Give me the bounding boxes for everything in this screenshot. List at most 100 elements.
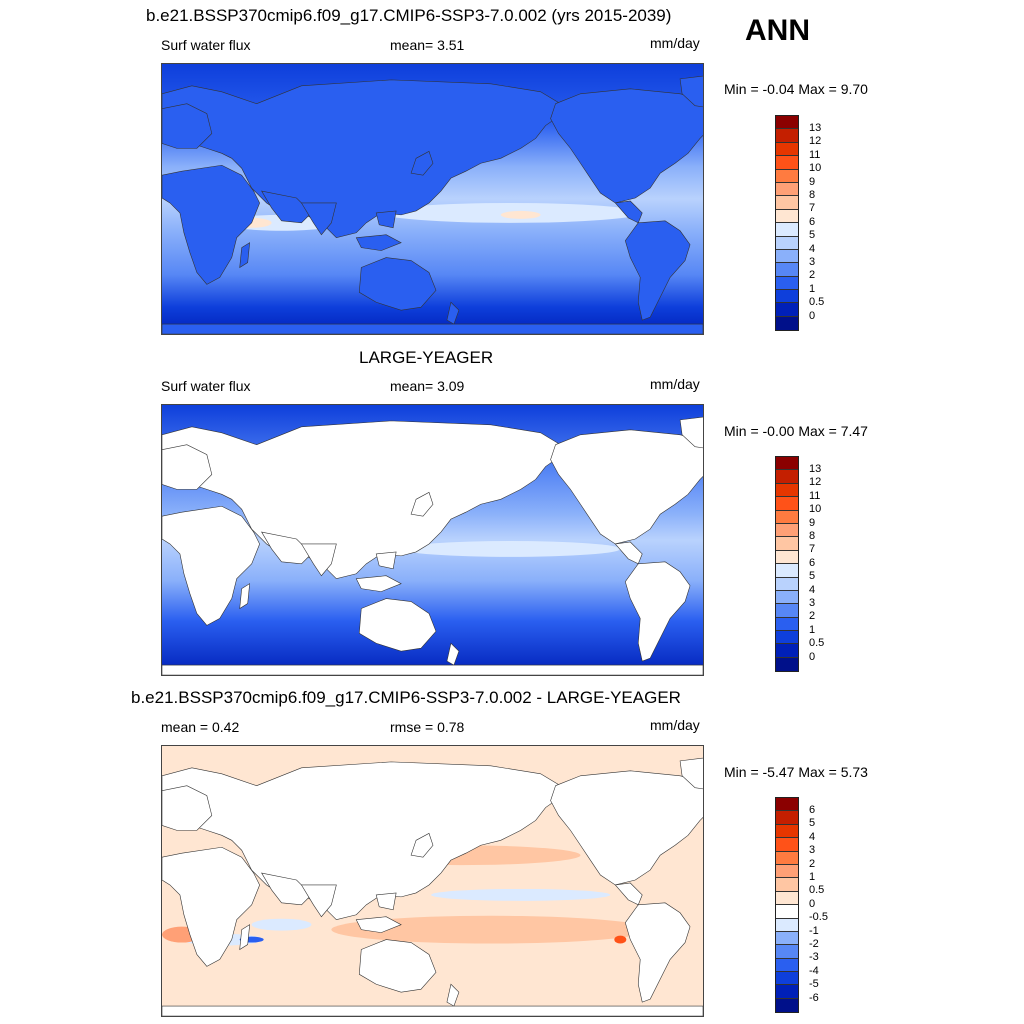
colorbar-tick-label: 6 bbox=[809, 215, 816, 228]
panel-2-variable-label: Surf water flux bbox=[161, 378, 251, 394]
panel-3-units: mm/day bbox=[650, 717, 700, 733]
colorbar-tick-label: 12 bbox=[809, 135, 822, 148]
colorbar-tick-label: 4 bbox=[809, 583, 816, 596]
panel-1-minmax: Min = -0.04 Max = 9.70 bbox=[724, 81, 868, 97]
colorbar-segment bbox=[776, 209, 798, 224]
colorbar-segment bbox=[776, 617, 798, 632]
colorbar-tick-label: 10 bbox=[809, 162, 822, 175]
colorbar-segment bbox=[776, 918, 798, 932]
colorbar-tick-label: 0 bbox=[809, 309, 816, 322]
colorbar-tick-label: 2 bbox=[809, 269, 816, 282]
colorbar-segment bbox=[776, 523, 798, 538]
colorbar-tick-label: 5 bbox=[809, 570, 816, 583]
colorbar-tick-label: -2 bbox=[809, 937, 819, 950]
panel-3-minmax: Min = -5.47 Max = 5.73 bbox=[724, 764, 868, 780]
colorbar-tick-label: 3 bbox=[809, 844, 816, 857]
panel-1-title: b.e21.BSSP370cmip6.f09_g17.CMIP6-SSP3-7.… bbox=[146, 6, 672, 25]
colorbar-segment bbox=[776, 276, 798, 291]
colorbar-tick-label: 13 bbox=[809, 121, 822, 134]
colorbar-segment bbox=[776, 196, 798, 210]
colorbar-segment bbox=[776, 497, 798, 511]
colorbar-segment bbox=[776, 303, 798, 317]
colorbar-tick-label: 9 bbox=[809, 175, 816, 188]
colorbar-segment bbox=[776, 945, 798, 959]
colorbar-tick-label: 3 bbox=[809, 255, 816, 268]
colorbar-tick-label: -6 bbox=[809, 991, 819, 1004]
colorbar-segment bbox=[776, 851, 798, 865]
colorbar-segment bbox=[776, 550, 798, 565]
colorbar-segment bbox=[776, 972, 798, 986]
colorbar-tick-label: 7 bbox=[809, 202, 816, 215]
colorbar-tick-label: 8 bbox=[809, 188, 816, 201]
colorbar-segment bbox=[776, 657, 798, 672]
colorbar-segment bbox=[776, 457, 798, 471]
colorbar-tick-label: 5 bbox=[809, 817, 816, 830]
panel-3-colorbar bbox=[775, 797, 799, 1014]
colorbar-tick-label: 13 bbox=[809, 462, 822, 475]
colorbar-segment bbox=[776, 316, 798, 331]
colorbar-segment bbox=[776, 590, 798, 605]
colorbar-segment bbox=[776, 958, 798, 973]
colorbar-tick-label: 0.5 bbox=[809, 884, 825, 897]
colorbar-segment bbox=[776, 129, 798, 143]
colorbar-segment bbox=[776, 985, 798, 999]
colorbar-segment bbox=[776, 631, 798, 645]
colorbar-segment bbox=[776, 537, 798, 551]
colorbar-segment bbox=[776, 878, 798, 892]
colorbar-segment bbox=[776, 249, 798, 264]
panel-2-title: LARGE-YEAGER bbox=[359, 348, 494, 367]
colorbar-segment bbox=[776, 236, 798, 250]
panel-2-colorbar bbox=[775, 456, 799, 673]
colorbar-segment bbox=[776, 644, 798, 658]
colorbar-tick-label: 0.5 bbox=[809, 637, 825, 650]
panel-1-units: mm/day bbox=[650, 35, 700, 51]
colorbar-segment bbox=[776, 182, 798, 197]
colorbar-tick-label: -3 bbox=[809, 951, 819, 964]
colorbar-tick-label: 11 bbox=[809, 148, 821, 161]
colorbar-segment bbox=[776, 169, 798, 183]
panel-1-map bbox=[161, 63, 704, 335]
colorbar-segment bbox=[776, 838, 798, 852]
colorbar-segment bbox=[776, 483, 798, 498]
colorbar-tick-label: 2 bbox=[809, 857, 816, 870]
colorbar-segment bbox=[776, 564, 798, 578]
colorbar-segment bbox=[776, 604, 798, 618]
colorbar-tick-label: 11 bbox=[809, 489, 821, 502]
colorbar-segment bbox=[776, 931, 798, 946]
colorbar-tick-label: 6 bbox=[809, 803, 816, 816]
colorbar-tick-label: 7 bbox=[809, 543, 816, 556]
panel-1-variable-label: Surf water flux bbox=[161, 37, 251, 53]
season-label: ANN bbox=[745, 14, 810, 47]
colorbar-segment bbox=[776, 577, 798, 591]
colorbar-tick-label: 8 bbox=[809, 529, 816, 542]
colorbar-tick-label: 9 bbox=[809, 516, 816, 529]
colorbar-segment bbox=[776, 811, 798, 825]
panel-1-colorbar bbox=[775, 115, 799, 332]
panel-2-minmax: Min = -0.00 Max = 7.47 bbox=[724, 423, 868, 439]
colorbar-tick-label: 1 bbox=[809, 870, 816, 883]
colorbar-segment bbox=[776, 470, 798, 484]
panel-3-title: b.e21.BSSP370cmip6.f09_g17.CMIP6-SSP3-7.… bbox=[131, 688, 681, 707]
colorbar-tick-label: 10 bbox=[809, 503, 822, 516]
colorbar-tick-label: 1 bbox=[809, 623, 816, 636]
colorbar-tick-label: 3 bbox=[809, 596, 816, 609]
colorbar-segment bbox=[776, 824, 798, 839]
colorbar-tick-label: 1 bbox=[809, 282, 816, 295]
colorbar-tick-label: -1 bbox=[809, 924, 819, 937]
colorbar-tick-label: 2 bbox=[809, 610, 816, 623]
colorbar-tick-label: -5 bbox=[809, 978, 819, 991]
colorbar-tick-label: 4 bbox=[809, 830, 816, 843]
panel-3-map bbox=[161, 745, 704, 1017]
colorbar-tick-label: -4 bbox=[809, 964, 819, 977]
colorbar-segment bbox=[776, 142, 798, 157]
colorbar-segment bbox=[776, 290, 798, 304]
colorbar-segment bbox=[776, 223, 798, 237]
colorbar-tick-label: 6 bbox=[809, 556, 816, 569]
panel-3-mean-label: mean = 0.42 bbox=[161, 719, 240, 735]
colorbar-tick-label: 0 bbox=[809, 897, 816, 910]
colorbar-segment bbox=[776, 156, 798, 170]
colorbar-tick-label: -0.5 bbox=[809, 911, 828, 924]
panel-2-mean-label: mean= 3.09 bbox=[390, 378, 465, 394]
colorbar-tick-label: 4 bbox=[809, 242, 816, 255]
colorbar-segment bbox=[776, 798, 798, 812]
